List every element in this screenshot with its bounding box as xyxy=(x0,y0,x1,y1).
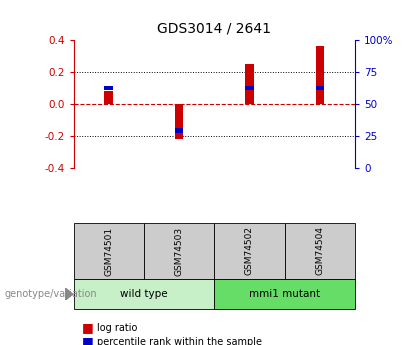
Text: ■: ■ xyxy=(82,321,94,334)
Text: log ratio: log ratio xyxy=(97,323,137,333)
Bar xyxy=(315,86,324,90)
Text: genotype/variation: genotype/variation xyxy=(4,289,97,299)
Text: wild type: wild type xyxy=(120,289,168,299)
Text: GSM74503: GSM74503 xyxy=(175,226,184,276)
Bar xyxy=(105,86,113,90)
Polygon shape xyxy=(65,288,73,300)
Text: GSM74502: GSM74502 xyxy=(245,226,254,276)
Bar xyxy=(245,64,254,104)
Bar xyxy=(245,86,254,90)
Bar xyxy=(105,91,113,104)
Text: mmi1 mutant: mmi1 mutant xyxy=(249,289,320,299)
Text: GSM74504: GSM74504 xyxy=(315,226,324,276)
Bar xyxy=(175,104,183,139)
Text: GSM74501: GSM74501 xyxy=(104,226,113,276)
Text: percentile rank within the sample: percentile rank within the sample xyxy=(97,337,262,345)
Bar xyxy=(315,46,324,104)
Bar xyxy=(175,128,183,133)
Title: GDS3014 / 2641: GDS3014 / 2641 xyxy=(157,22,271,36)
Text: ■: ■ xyxy=(82,335,94,345)
